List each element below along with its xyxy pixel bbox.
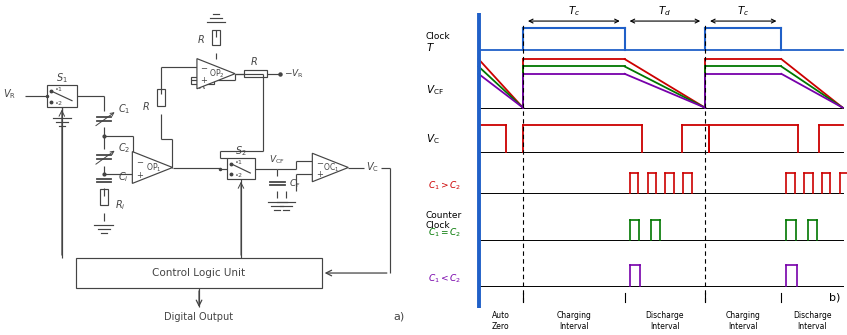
Text: Auto
Zero: Auto Zero [492, 311, 510, 331]
Text: $C_2$: $C_2$ [118, 141, 130, 154]
Text: $+$: $+$ [316, 169, 324, 179]
Text: $-$: $-$ [136, 156, 144, 165]
Text: Charging
Interval: Charging Interval [726, 311, 761, 331]
Text: Control Logic Unit: Control Logic Unit [152, 268, 246, 278]
Text: a): a) [394, 312, 405, 322]
Text: Digital Output: Digital Output [164, 312, 234, 322]
Text: $+$: $+$ [136, 170, 144, 180]
Bar [157, 89, 165, 106]
Bar [100, 189, 108, 205]
Text: $T_c$: $T_c$ [567, 4, 580, 18]
Text: $V_{\rm CF}$: $V_{\rm CF}$ [269, 154, 285, 166]
Text: Discharge
Interval: Discharge Interval [793, 311, 831, 331]
Text: Charging
Interval: Charging Interval [556, 311, 591, 331]
Text: $\rm OP_1$: $\rm OP_1$ [146, 161, 161, 174]
Text: $C_i$: $C_i$ [118, 170, 129, 184]
Text: $C_1<C_2$: $C_1<C_2$ [428, 272, 461, 285]
Text: $\circ$2: $\circ$2 [54, 99, 64, 107]
Text: $\circ$2: $\circ$2 [234, 172, 244, 180]
Text: $R$: $R$ [250, 55, 258, 67]
Text: $\circ$1: $\circ$1 [54, 85, 64, 93]
Text: $\rm OP_2$: $\rm OP_2$ [209, 67, 224, 80]
Text: $V_{\rm C}$: $V_{\rm C}$ [426, 132, 440, 146]
Polygon shape [197, 59, 235, 89]
Text: $R$: $R$ [198, 79, 206, 91]
Bar [212, 30, 220, 45]
Text: $C_1$: $C_1$ [118, 102, 130, 116]
Text: Counter: Counter [426, 211, 462, 220]
Bar [227, 158, 256, 179]
Polygon shape [313, 153, 348, 182]
Text: $C_1>C_2$: $C_1>C_2$ [428, 179, 461, 192]
Text: $+$: $+$ [201, 75, 208, 85]
Polygon shape [132, 151, 173, 184]
Text: $R$: $R$ [142, 99, 150, 112]
Bar [244, 70, 267, 77]
Text: Discharge
Interval: Discharge Interval [645, 311, 684, 331]
Text: $S_2$: $S_2$ [235, 144, 246, 158]
Text: $S_1$: $S_1$ [56, 71, 68, 85]
Text: $R_i$: $R_i$ [115, 198, 126, 212]
Text: $C_{\rm F}$: $C_{\rm F}$ [289, 177, 301, 190]
Text: b): b) [829, 292, 840, 302]
Text: Clock: Clock [426, 221, 451, 230]
Text: $T_c$: $T_c$ [737, 4, 750, 18]
Text: $V_{\rm C}$: $V_{\rm C}$ [367, 160, 379, 175]
Text: $V_{\rm R}$: $V_{\rm R}$ [3, 87, 16, 102]
Text: $T$: $T$ [426, 41, 435, 53]
Text: $R$: $R$ [197, 32, 205, 45]
Text: Clock: Clock [426, 32, 451, 41]
Text: $C_1=C_2$: $C_1=C_2$ [428, 226, 461, 239]
Text: $-V_{\rm R}$: $-V_{\rm R}$ [284, 67, 304, 80]
Text: $-$: $-$ [316, 157, 324, 166]
Bar [191, 77, 213, 84]
Text: $\circ$1: $\circ$1 [234, 158, 243, 166]
Text: $-$: $-$ [201, 63, 208, 72]
Text: $T_d$: $T_d$ [658, 4, 672, 18]
Bar [76, 258, 322, 288]
Text: $\rm OC_1$: $\rm OC_1$ [323, 161, 340, 174]
Text: $V_{\rm CF}$: $V_{\rm CF}$ [426, 83, 444, 97]
Bar [47, 85, 77, 107]
